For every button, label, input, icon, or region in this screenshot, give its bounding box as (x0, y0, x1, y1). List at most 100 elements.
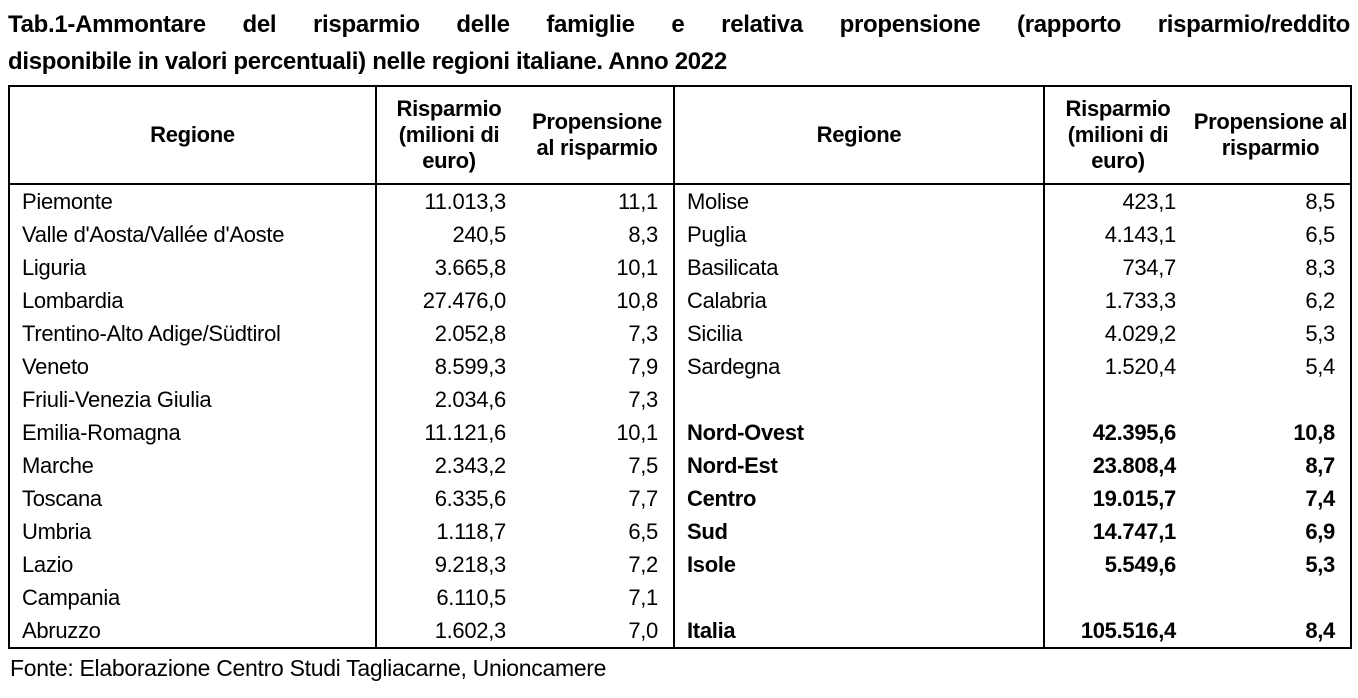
table-title: Tab.1-Ammontare del risparmio delle fami… (8, 6, 1350, 80)
propensity-cell: 5,3 (1305, 321, 1335, 346)
savings-cell: 1.118,7 (436, 519, 506, 544)
propensity-cell: 8,5 (1305, 189, 1335, 214)
propensity-cell: 10,1 (521, 416, 675, 449)
savings-cell: 4.143,1 (1104, 222, 1177, 247)
savings-cell: 734,7 (1122, 255, 1176, 280)
region-cell: Sardegna (674, 350, 1045, 383)
table-row: Umbria 1.118,7 6,5 Sud 14.747,1 6,9 (9, 515, 1351, 548)
savings-cell: 6.110,5 (436, 585, 506, 610)
propensity-cell-total: 8,4 (1305, 618, 1335, 643)
savings-cell: 9.218,3 (434, 552, 507, 577)
table-row: Abruzzo 1.602,3 7,0 Italia 105.516,4 8,4 (9, 614, 1351, 648)
region-cell-total: Centro (674, 482, 1045, 515)
savings-cell: 1.602,3 (434, 618, 507, 643)
propensity-cell: 5,4 (1305, 354, 1335, 379)
region-cell: Puglia (674, 218, 1045, 251)
region-cell: Liguria (9, 251, 377, 284)
propensity-cell: 7,3 (521, 383, 675, 416)
propensity-cell: 10,1 (521, 251, 675, 284)
table-header: Regione Risparmio (milioni di euro) Prop… (9, 86, 1351, 185)
page: Tab.1-Ammontare del risparmio delle fami… (8, 6, 1352, 681)
propensity-cell: 7,7 (521, 482, 675, 515)
region-cell-total: Sud (674, 515, 1045, 548)
savings-cell: 11.121,6 (424, 420, 506, 445)
propensity-cell-empty (1191, 383, 1351, 416)
savings-cell-empty (1044, 581, 1191, 614)
propensity-cell: 7,2 (521, 548, 675, 581)
propensity-cell-total: 10,8 (1293, 420, 1335, 445)
savings-cell-total: 5.549,6 (1104, 552, 1177, 577)
region-cell: Emilia-Romagna (9, 416, 377, 449)
savings-table: Regione Risparmio (milioni di euro) Prop… (8, 85, 1352, 649)
region-cell: Campania (9, 581, 377, 614)
region-cell: Molise (674, 184, 1045, 218)
savings-cell-empty (1044, 383, 1191, 416)
savings-cell: 1.520,4 (1104, 354, 1177, 379)
propensity-cell: 8,3 (521, 218, 675, 251)
region-cell: Marche (9, 449, 377, 482)
region-cell: Lazio (9, 548, 377, 581)
propensity-cell-total: 5,3 (1305, 552, 1335, 577)
propensity-cell: 10,8 (521, 284, 675, 317)
propensity-header-right: Propensione al risparmio (1191, 86, 1351, 185)
savings-cell: 6.335,6 (434, 486, 507, 511)
region-cell: Lombardia (9, 284, 377, 317)
propensity-cell-total: 7,4 (1305, 486, 1335, 511)
propensity-cell: 6,5 (1305, 222, 1335, 247)
savings-cell-total: 19.015,7 (1092, 486, 1177, 511)
propensity-header-left: Propensione al risparmio (521, 86, 675, 185)
propensity-cell-total: 8,7 (1305, 453, 1335, 478)
propensity-cell: 7,3 (521, 317, 675, 350)
region-header-left: Regione (9, 86, 377, 185)
region-cell: Sicilia (674, 317, 1045, 350)
propensity-cell: 7,5 (521, 449, 675, 482)
table-row: Emilia-Romagna 11.121,6 10,1 Nord-Ovest … (9, 416, 1351, 449)
region-cell-empty (674, 581, 1045, 614)
region-cell: Piemonte (9, 184, 377, 218)
table-row: Toscana 6.335,6 7,7 Centro 19.015,7 7,4 (9, 482, 1351, 515)
region-cell: Basilicata (674, 251, 1045, 284)
region-cell-total: Nord-Ovest (674, 416, 1045, 449)
propensity-cell-total: 6,9 (1305, 519, 1335, 544)
region-cell: Veneto (9, 350, 377, 383)
region-cell-empty (674, 383, 1045, 416)
region-cell: Calabria (674, 284, 1045, 317)
table-row: Liguria 3.665,8 10,1 Basilicata 734,7 8,… (9, 251, 1351, 284)
table-title-line-2: disponibile in valori percentuali) nelle… (8, 48, 727, 75)
savings-cell-total: 42.395,6 (1092, 420, 1177, 445)
region-cell: Valle d'Aosta/Vallée d'Aoste (9, 218, 377, 251)
region-cell: Trentino-Alto Adige/Südtirol (9, 317, 377, 350)
savings-cell: 3.665,8 (434, 255, 507, 280)
region-header-right: Regione (674, 86, 1045, 185)
region-cell: Abruzzo (9, 614, 377, 648)
savings-cell-total: 23.808,4 (1092, 453, 1177, 478)
savings-cell: 2.343,2 (434, 453, 507, 478)
table-row: Lazio 9.218,3 7,2 Isole 5.549,6 5,3 (9, 548, 1351, 581)
propensity-cell: 11,1 (521, 184, 675, 218)
propensity-cell: 7,1 (521, 581, 675, 614)
source-note: Fonte: Elaborazione Centro Studi Tagliac… (10, 655, 607, 681)
savings-cell: 8.599,3 (434, 354, 507, 379)
propensity-cell: 7,9 (521, 350, 675, 383)
table-row: Trentino-Alto Adige/Südtirol 2.052,8 7,3… (9, 317, 1351, 350)
region-cell: Friuli-Venezia Giulia (9, 383, 377, 416)
savings-cell: 2.034,6 (434, 387, 507, 412)
propensity-cell: 6,5 (521, 515, 675, 548)
propensity-cell: 7,0 (521, 614, 675, 648)
propensity-cell-empty (1191, 581, 1351, 614)
table-row: Valle d'Aosta/Vallée d'Aoste 240,5 8,3 P… (9, 218, 1351, 251)
savings-cell: 4.029,2 (1104, 321, 1177, 346)
table-row: Friuli-Venezia Giulia 2.034,6 7,3 (9, 383, 1351, 416)
region-cell: Umbria (9, 515, 377, 548)
table-row: Campania 6.110,5 7,1 (9, 581, 1351, 614)
savings-cell-total: 105.516,4 (1080, 618, 1176, 643)
table-row: Veneto 8.599,3 7,9 Sardegna 1.520,4 5,4 (9, 350, 1351, 383)
savings-cell-total: 14.747,1 (1092, 519, 1177, 544)
table-body: Piemonte 11.013,3 11,1 Molise 423,1 8,5 … (9, 184, 1351, 648)
table-row: Lombardia 27.476,0 10,8 Calabria 1.733,3… (9, 284, 1351, 317)
region-cell: Toscana (9, 482, 377, 515)
savings-cell: 240,5 (452, 222, 506, 247)
table-row: Marche 2.343,2 7,5 Nord-Est 23.808,4 8,7 (9, 449, 1351, 482)
savings-cell: 2.052,8 (434, 321, 507, 346)
savings-header-left: Risparmio (milioni di euro) (376, 86, 521, 185)
